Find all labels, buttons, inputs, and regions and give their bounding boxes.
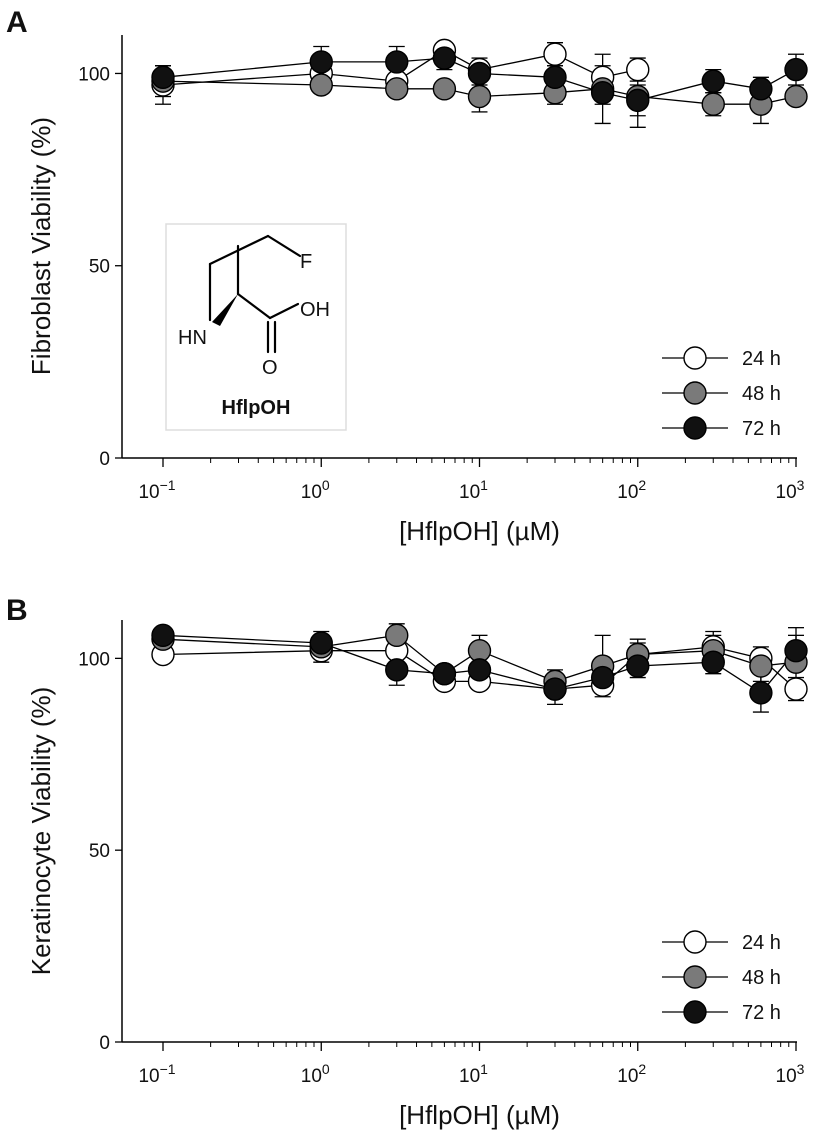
panel-a-series-72-h-point [749, 77, 773, 101]
panel-a-series-72-h-point [385, 50, 409, 74]
panel-b-series-72-h-point [543, 677, 567, 701]
panel-a-y-tick-label: 100 [78, 64, 110, 85]
panel-b-legend-marker [683, 930, 707, 954]
panel-a-x-tick-label: 10−1 [138, 477, 175, 503]
panel-a-series-48-h-point [467, 84, 492, 109]
structure-carbonyl-oxygen: O [262, 357, 278, 379]
panel-a-x-tick-label: 103 [776, 477, 805, 503]
panel-b-series-72-h-point [467, 658, 492, 682]
panel-b-series-72-h-point [590, 665, 615, 690]
panel-b-x-tick-label: 101 [459, 1061, 488, 1087]
panel-a-x-tick-label: 100 [301, 477, 330, 503]
panel-a-series-72-h-point [784, 57, 808, 82]
panel-a-legend-label: 72 h [742, 418, 781, 440]
panel-b-legend-marker [683, 1000, 707, 1024]
panel-b-series-72-h-point [385, 658, 409, 682]
panel-b-legend-label: 48 h [742, 967, 781, 989]
panel-a-series-72-h-point [590, 80, 615, 105]
panel-a-x-axis-label: [HflpOH] (µM) [399, 516, 560, 546]
structure-amine: HN [178, 327, 207, 349]
panel-b: B 0 50 100 10−1 100 101 102 103 Keratinocyte Via… [6, 594, 808, 1130]
panel-b-x-tick-label: 103 [776, 1061, 805, 1087]
structure-fluorine: F [300, 251, 312, 273]
panel-a-series-72-h-point [543, 65, 567, 90]
panel-a-series-48-h-point [701, 92, 725, 116]
panel-a-legend-label: 48 h [742, 383, 781, 405]
structure-name: HflpOH [222, 397, 291, 419]
panel-a: A 0 50 100 10−1 100 101 102 103 Fibroblast Viabi… [6, 6, 808, 546]
panel-b-legend-label: 24 h [742, 932, 781, 954]
panel-b-y-axis-label: Keratinocyte Viability (%) [26, 687, 56, 976]
structure-drawing [208, 234, 302, 354]
panel-b-y-tick-label: 100 [78, 649, 110, 670]
panel-b-letter: B [6, 594, 28, 627]
panel-a-y-tick-label: 50 [89, 257, 110, 278]
panel-b-legend-label: 72 h [742, 1002, 781, 1024]
panel-b-series-72-h-point [749, 681, 773, 705]
panel-a-legend-marker [683, 416, 707, 440]
panel-a-series-72-h-point [432, 46, 457, 70]
panel-a-series-48-h-point [385, 77, 409, 101]
panel-a-series-72-h-point [626, 88, 650, 113]
bond-c-oh [268, 302, 300, 320]
panel-a-legend-marker [683, 381, 707, 405]
panel-b-x-axis-label: [HflpOH] (µM) [399, 1100, 560, 1130]
panel-a-series-48-h-point [432, 77, 457, 101]
panel-b-series-48-h-point [749, 654, 773, 678]
panel-a-series-72-h-point [467, 61, 492, 86]
panel-b-x-tick-label: 102 [617, 1061, 646, 1087]
panel-b-y-tick-label: 50 [89, 841, 110, 862]
panel-a-series-48-h-point [784, 84, 808, 109]
panel-a-plot: 0 50 100 10−1 100 101 102 103 Fibroblast Viabili… [26, 35, 808, 546]
panel-a-series-72-h-point [701, 69, 725, 93]
panel-b-series-48-h-point [385, 623, 409, 648]
panel-b-x-tick-label: 10−1 [138, 1061, 175, 1087]
panel-a-legend-marker [683, 346, 707, 370]
panel-b-series-72-h-point [309, 631, 333, 655]
bond-c4-f [266, 234, 302, 258]
wedge-bond [212, 294, 238, 326]
panel-b-series-72-h-point [151, 623, 175, 648]
panel-a-x-tick-label: 102 [617, 477, 646, 503]
panel-b-series-72-h-point [701, 650, 725, 674]
panel-a-y-tick-label: 0 [99, 449, 110, 470]
panel-a-legend-label: 24 h [742, 348, 781, 370]
panel-a-letter: A [6, 6, 28, 39]
panel-a-x-tick-label: 101 [459, 477, 488, 503]
structure-box [165, 223, 347, 431]
panel-a-series-72-h-point [151, 65, 175, 90]
panel-b-y-tick-label: 0 [99, 1033, 110, 1054]
panel-a-series-24-h-point [543, 42, 567, 66]
panel-a-series-24-h-point [626, 57, 650, 82]
panel-a-y-axis-label: Fibroblast Viability (%) [26, 117, 56, 375]
panel-b-series-72-h-point [784, 638, 808, 663]
structure-inset: F HN OH O HflpOH [165, 223, 347, 431]
structure-hydroxyl: OH [300, 299, 330, 321]
panel-b-series-24-h-point [784, 677, 808, 701]
panel-b-series-72-h-point [432, 662, 457, 686]
panel-b-legend-marker [683, 965, 707, 989]
panel-b-series-72-h-point [626, 654, 650, 678]
panel-a-series-72-h-point [309, 50, 333, 74]
panel-b-plot: 0 50 100 10−1 100 101 102 103 Keratinocyte Viabi… [26, 620, 808, 1130]
panel-a-series-48-h-point [309, 73, 333, 97]
panel-b-x-tick-label: 100 [301, 1061, 330, 1087]
bond-c2-cooh [236, 292, 272, 320]
